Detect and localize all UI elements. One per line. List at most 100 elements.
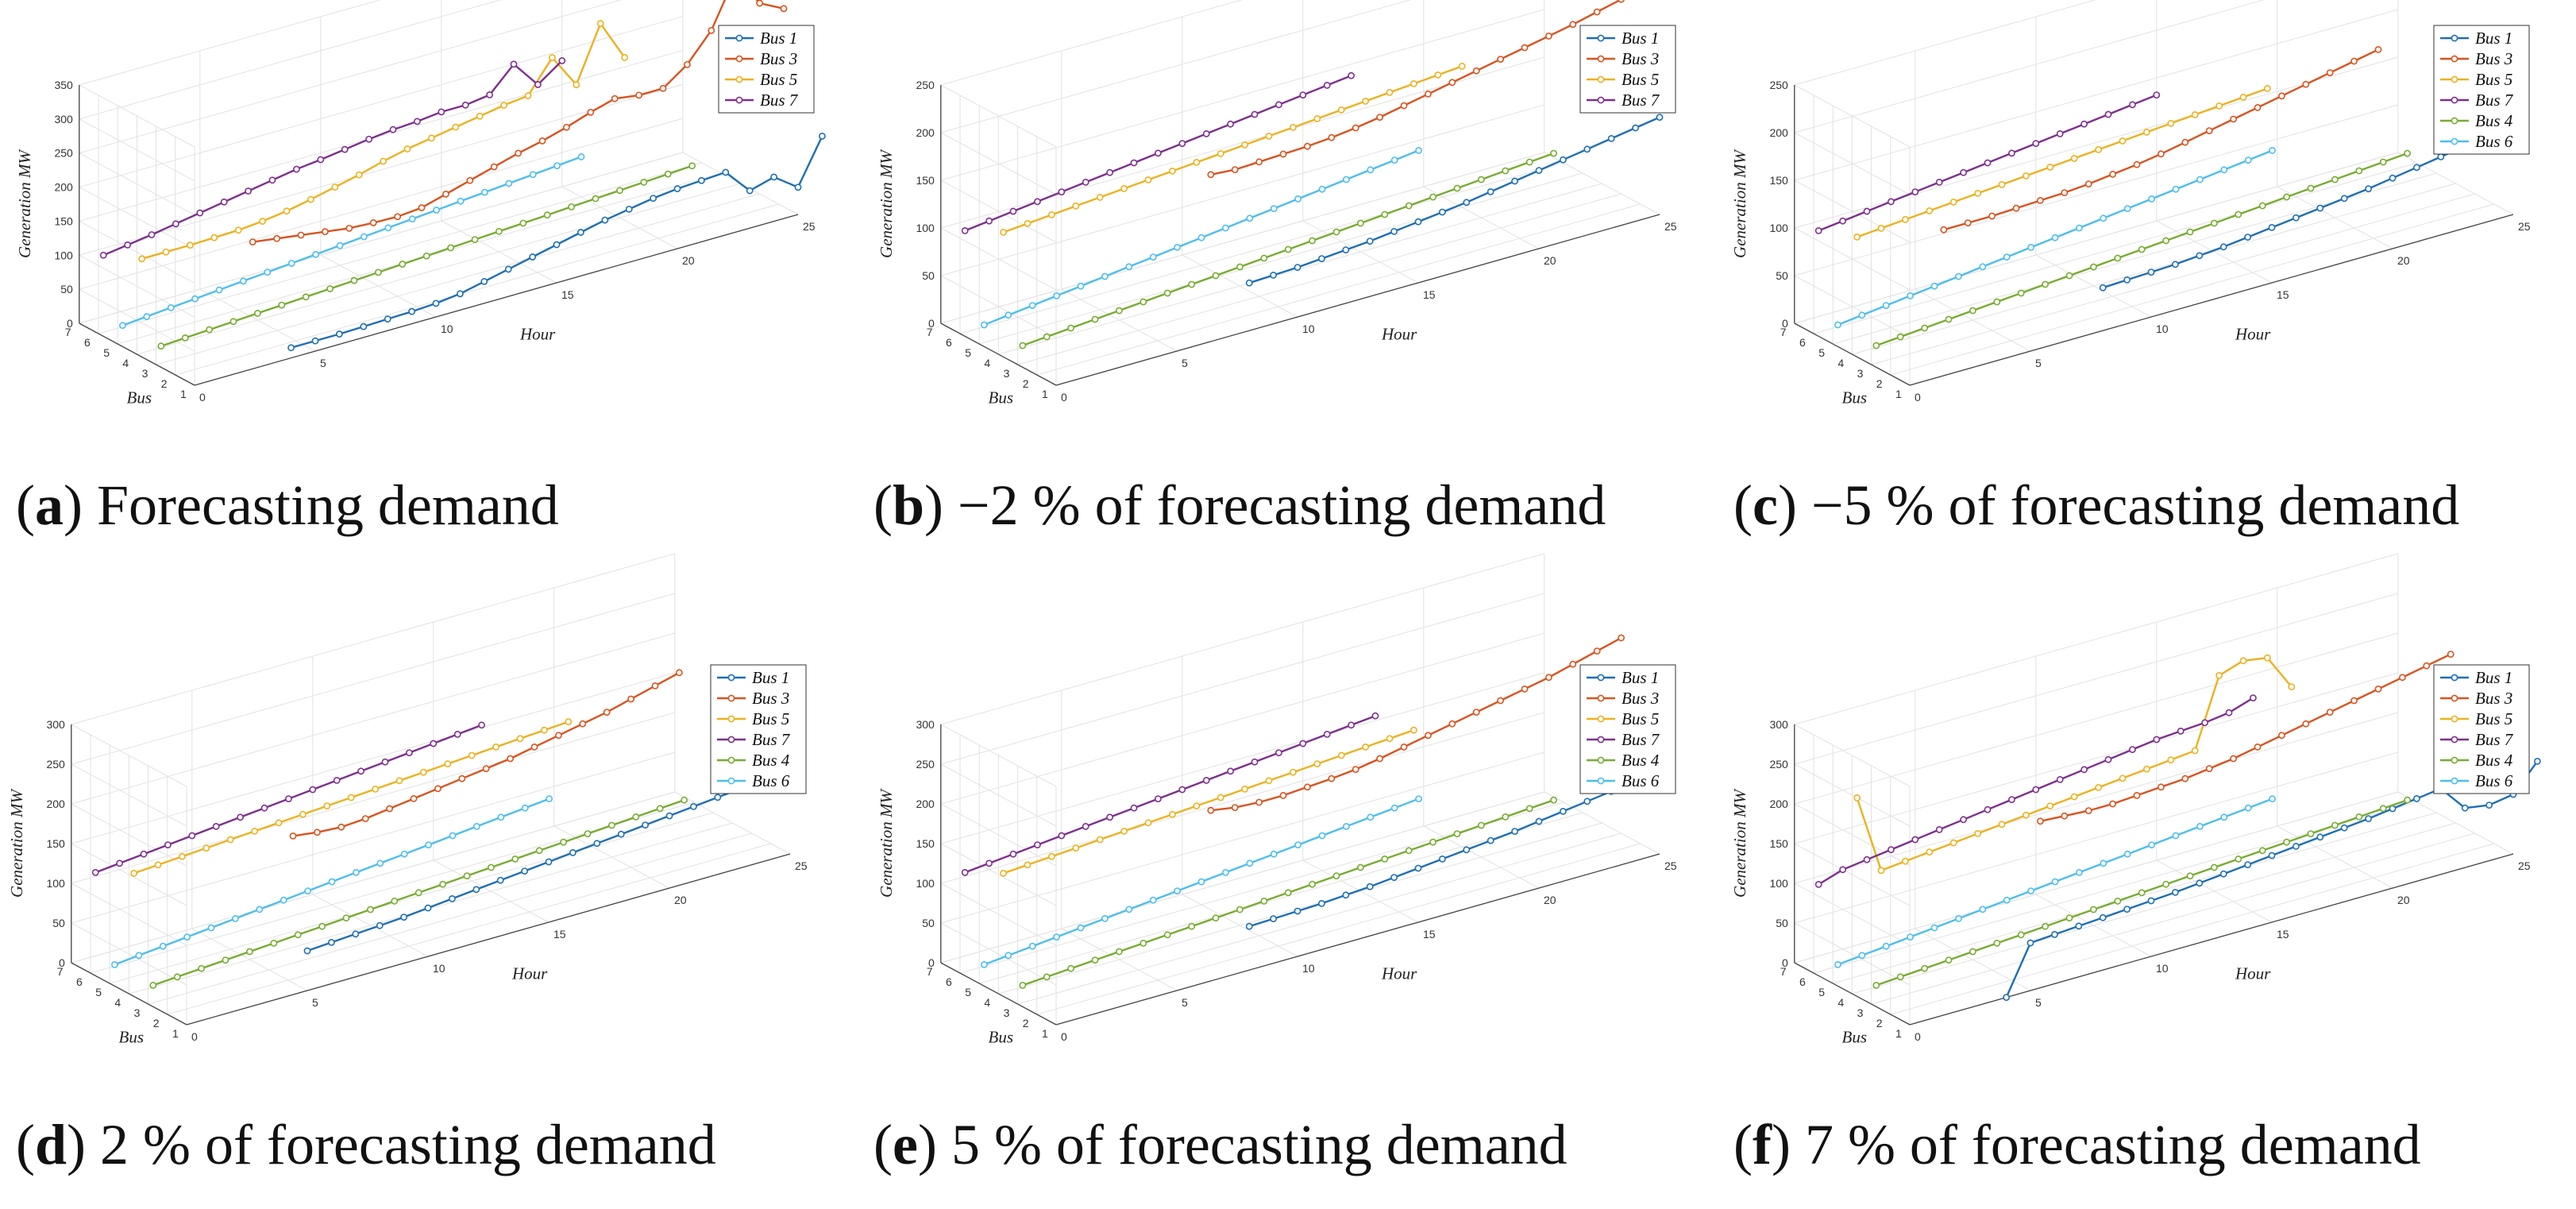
data-point xyxy=(1077,924,1085,932)
hour-tick-label: 0 xyxy=(1061,391,1067,404)
data-point xyxy=(1439,208,1446,216)
data-point xyxy=(1429,193,1436,201)
data-point xyxy=(415,889,422,897)
data-point xyxy=(400,850,408,858)
data-point xyxy=(714,794,722,801)
data-point xyxy=(215,286,223,294)
data-point xyxy=(157,342,165,350)
series-bus-6 xyxy=(119,153,585,330)
data-point xyxy=(270,939,278,947)
hour-tick-label: 5 xyxy=(320,357,326,369)
data-point xyxy=(770,173,777,181)
data-point xyxy=(432,299,440,307)
data-point xyxy=(256,906,264,914)
data-point xyxy=(2350,697,2358,705)
data-point xyxy=(573,81,580,89)
data-point xyxy=(1227,120,1234,128)
data-point xyxy=(492,744,499,751)
legend-marker xyxy=(2451,756,2458,764)
data-point xyxy=(1348,71,1355,79)
data-point xyxy=(1043,333,1051,341)
caption-b-text: −2 % of forecasting demand xyxy=(958,473,1606,537)
series-bus-4 xyxy=(1019,149,1557,350)
data-point xyxy=(196,209,204,217)
data-point xyxy=(1241,141,1248,149)
data-point xyxy=(1593,647,1601,655)
bus-tick-label: 1 xyxy=(172,1027,179,1040)
data-point xyxy=(1583,145,1591,153)
data-point xyxy=(756,0,763,7)
data-point xyxy=(1858,952,1866,960)
hour-axis-line xyxy=(1909,853,2514,1026)
bus-tick-label: 5 xyxy=(1818,986,1825,998)
data-point xyxy=(1974,189,1981,197)
caption-b-letter: b xyxy=(892,473,925,537)
data-point xyxy=(1313,114,1321,122)
z-tick-label: 50 xyxy=(922,269,935,282)
series-bus-3 xyxy=(249,0,788,245)
series-bus-6 xyxy=(981,146,1422,329)
data-point xyxy=(2379,158,2387,166)
data-point xyxy=(535,847,543,855)
series-bus-6 xyxy=(1834,795,2276,968)
legend-label: Bus 3 xyxy=(752,689,789,708)
data-point xyxy=(2051,234,2059,241)
data-point xyxy=(1072,202,1080,210)
data-point xyxy=(1535,817,1543,825)
data-point xyxy=(1410,726,1417,734)
data-point xyxy=(1954,914,1962,922)
hour-tick-label: 15 xyxy=(1423,928,1436,941)
data-point xyxy=(1236,906,1244,914)
data-point xyxy=(173,973,181,981)
hour-tick-label: 25 xyxy=(2518,220,2531,233)
series-bus-5 xyxy=(1853,654,2296,875)
floor-grid-bus xyxy=(1890,843,2494,1015)
series-line xyxy=(102,60,563,257)
data-point xyxy=(1289,123,1297,131)
data-point xyxy=(2032,140,2040,147)
data-point xyxy=(439,880,446,888)
data-point xyxy=(616,187,623,195)
bus-tick-label: 3 xyxy=(1857,367,1864,380)
z-tick-label: 100 xyxy=(916,877,935,890)
data-point xyxy=(2089,906,2097,914)
data-point xyxy=(1047,211,1055,218)
data-point xyxy=(167,303,175,311)
data-point xyxy=(130,869,137,877)
data-point xyxy=(1930,282,1938,290)
data-point xyxy=(342,914,350,921)
legend-label: Bus 4 xyxy=(1622,751,1660,770)
bus-tick-label: 6 xyxy=(946,336,952,349)
hour-tick-label: 20 xyxy=(1544,254,1556,267)
bus-axis-label: Bus xyxy=(1842,388,1868,408)
data-point xyxy=(360,233,368,241)
bus-tick-label: 6 xyxy=(84,336,91,349)
data-point xyxy=(558,57,566,64)
data-point xyxy=(1343,822,1350,830)
data-point xyxy=(2158,783,2165,791)
bus-tick-label: 5 xyxy=(95,986,102,998)
legend-marker xyxy=(2451,55,2458,63)
data-point xyxy=(1887,198,1895,206)
data-point xyxy=(521,804,529,812)
data-point xyxy=(2254,744,2262,751)
data-point xyxy=(2326,69,2334,76)
z-tick-label: 150 xyxy=(1769,837,1788,850)
data-point xyxy=(335,330,343,338)
data-point xyxy=(2379,805,2387,813)
legend-marker xyxy=(2451,34,2458,42)
data-point xyxy=(1053,933,1060,941)
z-tick-label: 300 xyxy=(54,113,73,126)
data-point xyxy=(2172,185,2180,193)
data-point xyxy=(2399,674,2406,682)
bus-tick-label: 1 xyxy=(1042,388,1048,400)
data-point xyxy=(545,858,553,866)
hour-tick-label: 20 xyxy=(1544,894,1556,906)
data-point xyxy=(376,921,384,929)
data-point xyxy=(529,171,537,179)
data-point xyxy=(2485,801,2493,809)
data-point xyxy=(1926,848,1934,856)
data-point xyxy=(2201,719,2208,727)
data-point xyxy=(2104,110,2112,118)
data-point xyxy=(1343,176,1350,183)
